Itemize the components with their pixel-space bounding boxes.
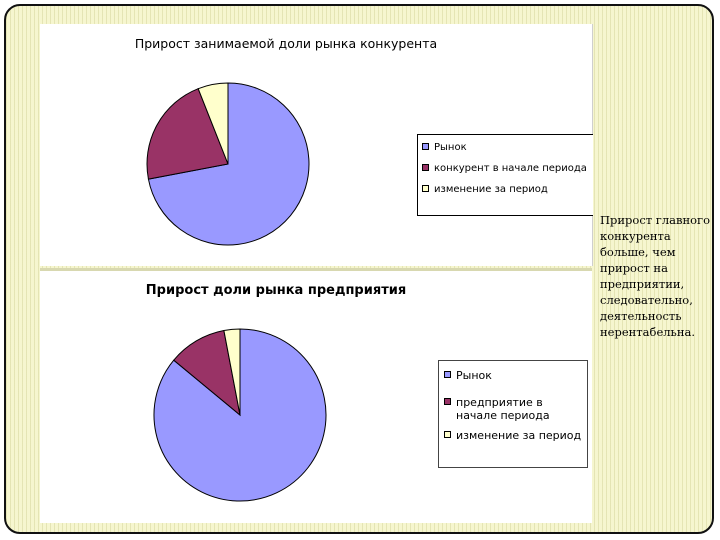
legend-item: Рынок [444, 369, 587, 382]
legend-swatch [422, 185, 429, 192]
conclusion-text: Прирост главного конкурента больше, чем … [600, 213, 710, 339]
pie-chart-competitor [146, 82, 310, 246]
chart-title: Прирост занимаемой доли рынка конкурента [134, 36, 438, 51]
legend-label: конкурент в начале периода [434, 163, 587, 174]
legend-label: Рынок [456, 369, 492, 382]
pie-slice-2 [197, 82, 229, 165]
chart-panel-competitor: Прирост занимаемой доли рынка конкурента… [40, 24, 593, 266]
legend-swatch [422, 164, 429, 171]
legend-item: конкурент в начале периода [422, 162, 593, 175]
legend-label: предприятие в начале периода [456, 396, 550, 422]
chart-panel-enterprise: Прирост доли рынка предприятия Рынок пре… [40, 268, 592, 523]
pie-slice-1 [146, 88, 229, 180]
legend-label: Рынок [434, 142, 467, 153]
legend-item: изменение за период [444, 429, 587, 442]
chart-title: Прирост доли рынка предприятия [145, 283, 407, 298]
pie-slice-0 [153, 328, 327, 502]
legend: Рынок конкурент в начале периода изменен… [417, 134, 593, 216]
legend-item: Рынок [422, 141, 593, 154]
legend-swatch [444, 398, 451, 405]
pie-chart-enterprise [153, 328, 327, 502]
legend-item: предприятие в начале периода [444, 396, 587, 422]
pie-slice-2 [223, 328, 241, 416]
legend-swatch [422, 143, 429, 150]
pie-slice-0 [147, 82, 310, 246]
legend-label: изменение за период [456, 429, 582, 442]
legend: Рынок предприятие в начале периода измен… [438, 360, 588, 468]
legend-item: изменение за период [422, 183, 593, 196]
legend-swatch [444, 371, 451, 378]
legend-swatch [444, 431, 451, 438]
legend-label: изменение за период [434, 184, 548, 195]
